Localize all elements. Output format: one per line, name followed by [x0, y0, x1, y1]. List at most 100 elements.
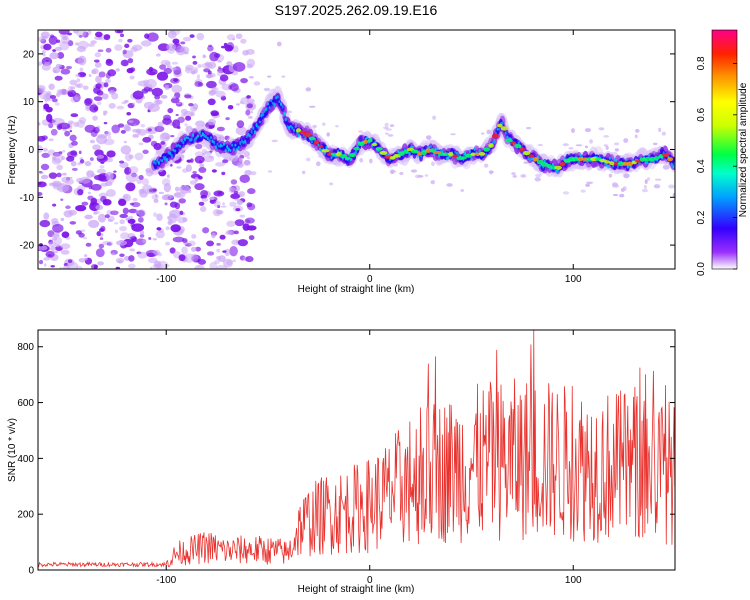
- noise-blob: [154, 193, 158, 198]
- noise-blob: [165, 226, 170, 231]
- noise-blob: [186, 159, 192, 163]
- faint-blob: [168, 218, 173, 224]
- ridge-blob: [292, 128, 296, 132]
- noise-blob: [142, 149, 149, 154]
- noise-blob: [194, 151, 204, 158]
- noise-blob: [81, 201, 89, 206]
- noise-blob: [94, 52, 101, 58]
- y-tick-label: 10: [23, 97, 35, 108]
- noise-blob: [67, 89, 77, 97]
- hot-spot: [500, 126, 509, 131]
- noise-blob: [165, 241, 170, 246]
- noise-blob: [225, 117, 230, 121]
- ridge-blob: [496, 127, 499, 131]
- ridge-blob: [205, 135, 208, 139]
- faint-blob: [586, 181, 594, 185]
- noise-blob: [236, 162, 244, 168]
- noise-blob: [171, 67, 175, 71]
- noise-blob: [103, 121, 108, 125]
- noise-blob: [236, 120, 245, 129]
- noise-blob: [124, 43, 130, 49]
- noise-blob: [240, 38, 247, 44]
- faint-blob: [562, 191, 570, 195]
- noise-blob: [77, 162, 81, 166]
- y-tick-label: 800: [17, 342, 34, 353]
- noise-blob: [125, 217, 131, 221]
- hot-spot: [389, 156, 396, 160]
- hot-spot: [617, 161, 625, 167]
- noise-blob: [76, 46, 87, 53]
- hot-spot: [456, 156, 464, 161]
- hot-spot: [609, 161, 615, 166]
- y-tick-label: 20: [23, 49, 35, 60]
- faint-blob: [672, 192, 675, 198]
- noise-blob: [132, 90, 144, 100]
- noise-blob: [220, 45, 227, 49]
- noise-blob: [139, 230, 145, 235]
- noise-blob: [91, 69, 97, 75]
- noise-blob: [67, 259, 73, 264]
- noise-blob: [40, 163, 50, 171]
- noise-blob: [148, 237, 152, 240]
- noise-blob: [73, 30, 79, 34]
- noise-blob: [156, 53, 161, 57]
- noise-blob: [60, 198, 64, 201]
- noise-blob: [147, 128, 152, 132]
- hot-spot: [403, 149, 409, 154]
- noise-blob: [148, 103, 160, 112]
- noise-blob: [159, 64, 166, 70]
- noise-blob: [103, 110, 108, 114]
- noise-blob: [167, 30, 177, 39]
- faint-blob: [483, 163, 489, 168]
- hot-spot: [410, 149, 419, 154]
- hot-spot: [308, 136, 316, 140]
- noise-blob: [171, 61, 178, 65]
- noise-blob: [141, 178, 149, 186]
- noise-blob: [194, 81, 203, 87]
- noise-blob: [59, 266, 63, 269]
- ridge-blob: [152, 159, 156, 164]
- faint-blob: [359, 157, 364, 163]
- noise-blob: [43, 106, 48, 110]
- ridge-blob: [416, 154, 419, 159]
- noise-blob: [192, 55, 196, 59]
- noise-blob: [238, 191, 246, 197]
- noise-blob: [57, 52, 65, 59]
- ridge-blob: [182, 141, 185, 145]
- faint-blob: [209, 196, 215, 201]
- hot-spot: [357, 141, 365, 147]
- noise-blob: [48, 35, 58, 45]
- noise-blob: [50, 246, 56, 251]
- noise-blob: [120, 129, 126, 134]
- noise-blob: [184, 94, 192, 99]
- noise-blob: [232, 61, 246, 72]
- hot-spot: [442, 152, 450, 157]
- ridge-blob: [473, 147, 476, 152]
- noise-blob: [142, 136, 152, 143]
- noise-blob: [198, 201, 205, 206]
- x-tick-label: 0: [367, 575, 373, 586]
- ridge-blob: [485, 152, 488, 156]
- faint-blob: [661, 131, 666, 136]
- ridge-blob: [213, 140, 216, 145]
- noise-blob: [45, 59, 49, 63]
- faint-blob: [520, 174, 527, 178]
- noise-blob: [237, 239, 248, 247]
- noise-blob: [115, 240, 128, 246]
- ridge-blob: [172, 148, 175, 152]
- noise-blob: [229, 201, 237, 207]
- noise-blob: [202, 227, 210, 234]
- ridge-blob: [253, 130, 256, 135]
- noise-blob: [40, 174, 49, 180]
- ridge-blob: [192, 133, 195, 137]
- noise-blob: [137, 251, 148, 259]
- ridge-blob: [195, 136, 198, 140]
- ridge-blob: [240, 139, 243, 144]
- ridge-blob: [263, 109, 266, 113]
- faint-blob: [584, 128, 592, 133]
- noise-blob: [128, 120, 134, 123]
- noise-blob: [39, 219, 51, 228]
- noise-blob: [70, 150, 78, 156]
- hot-spot: [554, 165, 562, 170]
- hot-spot: [303, 132, 312, 137]
